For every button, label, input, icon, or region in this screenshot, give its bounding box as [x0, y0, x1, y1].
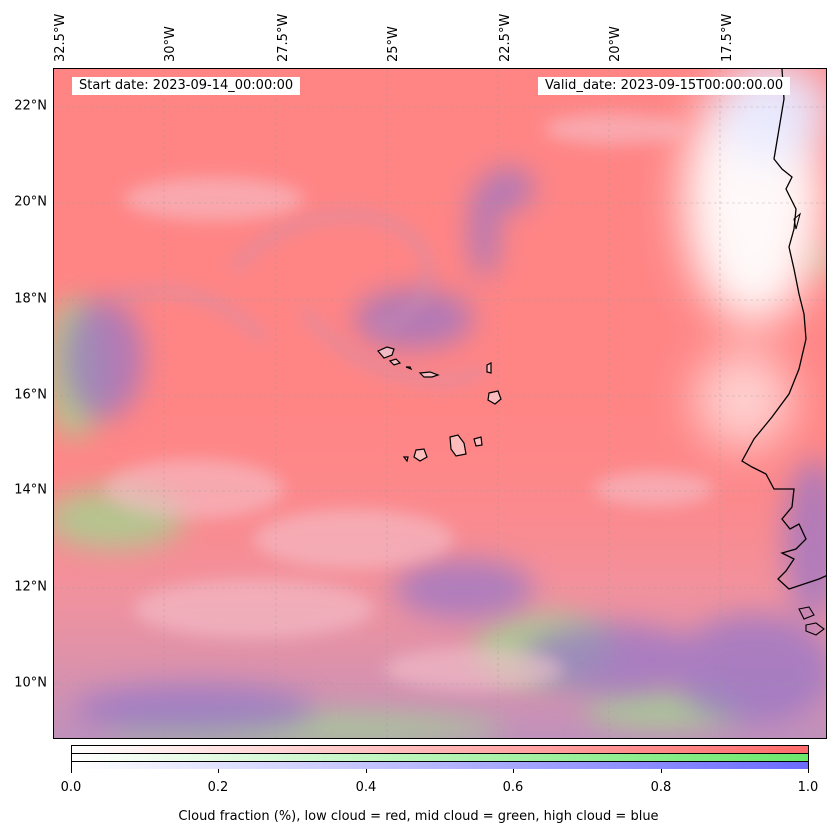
colorbar-tick-label: 0.4 [355, 780, 377, 795]
lon-label-30w: 30°W [163, 26, 178, 62]
lat-label-14n: 14°N [14, 482, 47, 498]
lat-label-20n: 20°N [14, 194, 47, 210]
colorbar-tick [71, 769, 72, 773]
cloud-swirl-structures [112, 210, 487, 386]
valid-date-label: Valid_date: 2023-09-15T00:00:00.00 [538, 77, 791, 95]
colorbar-high-cloud [72, 762, 808, 769]
lat-label-12n: 12°N [14, 579, 47, 595]
lon-label-20w: 20°W [608, 26, 623, 62]
colorbar-tick [366, 769, 367, 773]
coastal-islands [793, 212, 825, 636]
colorbar-tick-label: 1.0 [797, 780, 819, 795]
cape-verde-islands [377, 346, 502, 463]
start-date-label: Start date: 2023-09-14_00:00:00 [72, 77, 301, 95]
colorbar [71, 745, 809, 769]
broken-cloud-texture [104, 113, 714, 691]
colorbar-tick [513, 769, 514, 773]
colorbar-tick-label: 0.2 [207, 780, 229, 795]
colorbar-tick [218, 769, 219, 773]
lat-label-10n: 10°N [14, 675, 47, 691]
lat-label-18n: 18°N [14, 291, 47, 307]
colorbar-mid-cloud [72, 754, 808, 762]
colorbar-tick [808, 769, 809, 773]
african-coastline [741, 69, 826, 590]
colorbar-low-cloud [72, 746, 808, 754]
colorbar-tick [661, 769, 662, 773]
lat-label-16n: 16°N [14, 387, 47, 403]
graticule [54, 69, 826, 738]
cloud-fraction-map [53, 68, 827, 739]
lon-label-25w: 25°W [386, 26, 401, 62]
colorbar-label: Cloud fraction (%), low cloud = red, mid… [178, 809, 659, 824]
lon-label-32-5w: 32.5°W [53, 13, 68, 62]
lon-label-22-5w: 22.5°W [498, 13, 513, 62]
map-canvas [54, 69, 826, 738]
lon-label-17-5w: 17.5°W [720, 13, 735, 62]
lat-label-22n: 22°N [14, 98, 47, 114]
colorbar-tick-label: 0.8 [650, 780, 672, 795]
high-cloud-patches [64, 167, 826, 734]
colorbar-tick-label: 0.6 [502, 780, 524, 795]
lon-label-27-5w: 27.5°W [276, 13, 291, 62]
colorbar-tick-label: 0.0 [60, 780, 82, 795]
